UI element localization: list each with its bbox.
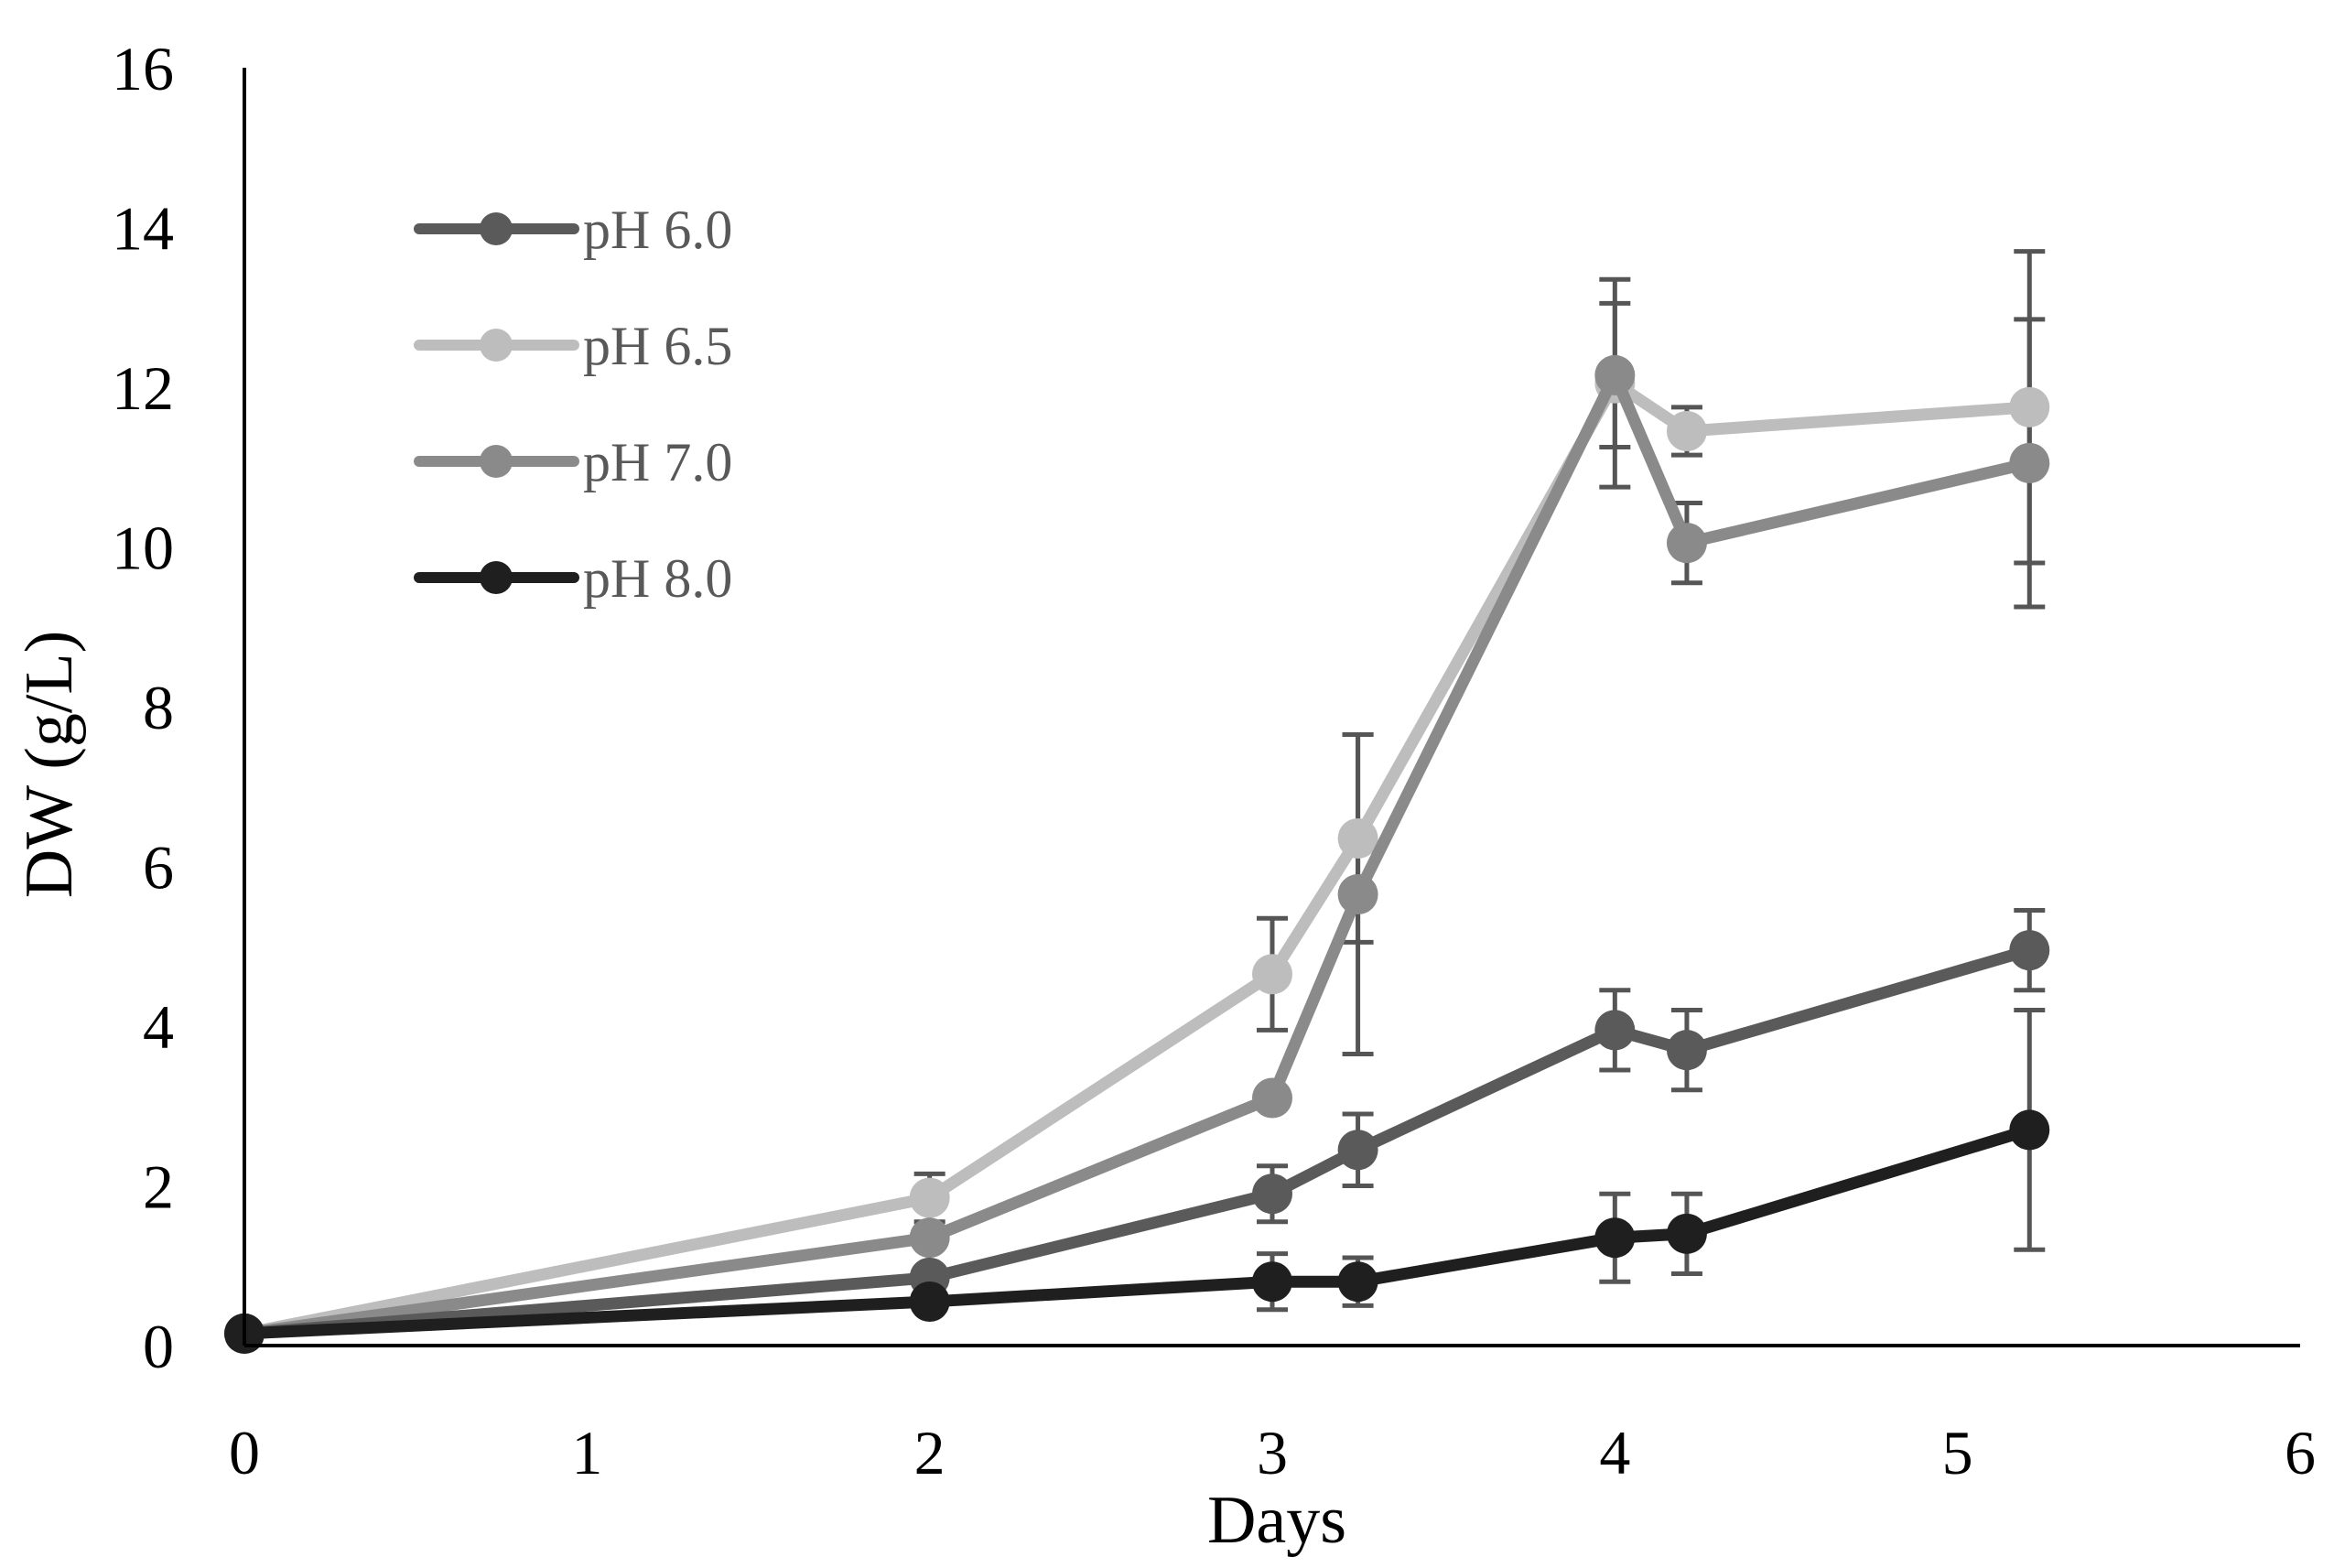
data-point (1666, 1030, 1707, 1071)
data-point (1252, 1173, 1292, 1215)
data-point (1594, 354, 1636, 395)
data-point (1337, 1130, 1378, 1171)
data-point (1666, 410, 1707, 451)
data-point (1666, 523, 1707, 564)
series-layer (224, 249, 2050, 1354)
data-point (1337, 1261, 1378, 1303)
legend-label: pH 6.0 (583, 200, 732, 260)
legend-entry: pH 6.0 (414, 200, 732, 260)
data-point (1594, 1010, 1636, 1051)
x-tick-label: 0 (229, 1418, 260, 1487)
y-tick-label: 4 (143, 992, 174, 1062)
data-point (909, 1217, 950, 1259)
series-line (238, 369, 2036, 1340)
x-tick-label: 2 (914, 1418, 945, 1487)
data-point (2009, 386, 2050, 427)
data-point (2009, 442, 2050, 483)
y-tick-label: 6 (143, 833, 174, 903)
data-point (1666, 1213, 1707, 1254)
legend-swatch-marker (480, 329, 513, 362)
y-tick-label: 8 (143, 673, 174, 742)
y-tick-label: 12 (112, 353, 174, 423)
series-pH-6_0 (1257, 907, 2046, 1225)
x-tick-label: 1 (571, 1418, 602, 1487)
data-point (1337, 874, 1378, 915)
x-tick-label: 5 (1942, 1418, 1973, 1487)
y-tick-label: 2 (143, 1152, 174, 1222)
y-tick-label: 0 (143, 1312, 174, 1381)
legend-swatch-marker (480, 561, 513, 594)
x-tick-label: 6 (2285, 1418, 2316, 1487)
x-tick-label: 4 (1599, 1418, 1630, 1487)
series-pH-6_5 (913, 249, 2046, 1225)
legend-label: pH 6.5 (583, 316, 732, 376)
legend-swatch-marker (480, 212, 513, 245)
legend: pH 6.0 pH 6.5 pH 7.0 pH 8.0 (414, 200, 732, 609)
legend-entry: pH 8.0 (414, 548, 732, 609)
data-point (1252, 954, 1292, 995)
series-line-group (224, 1109, 2050, 1354)
data-point (1252, 1261, 1292, 1303)
y-axis-title: DW (g/L) (12, 631, 87, 899)
legend-entry: pH 7.0 (414, 432, 732, 492)
legend-entry: pH 6.5 (414, 316, 732, 376)
data-point (1594, 1217, 1636, 1259)
data-point (1337, 817, 1378, 859)
legend-swatch-marker (480, 445, 513, 478)
data-point (2009, 930, 2050, 971)
data-point (909, 1281, 950, 1323)
legend-label: pH 8.0 (583, 548, 732, 609)
data-point (1252, 1077, 1292, 1119)
x-tick-label: 3 (1257, 1418, 1288, 1487)
data-point (2009, 1109, 2050, 1151)
y-tick-label: 16 (112, 34, 174, 103)
x-axis-title: Days (1207, 1483, 1346, 1558)
data-point (909, 1177, 950, 1218)
legend-label: pH 7.0 (583, 432, 732, 492)
y-tick-label: 10 (112, 514, 174, 583)
y-tick-label: 14 (112, 194, 174, 264)
